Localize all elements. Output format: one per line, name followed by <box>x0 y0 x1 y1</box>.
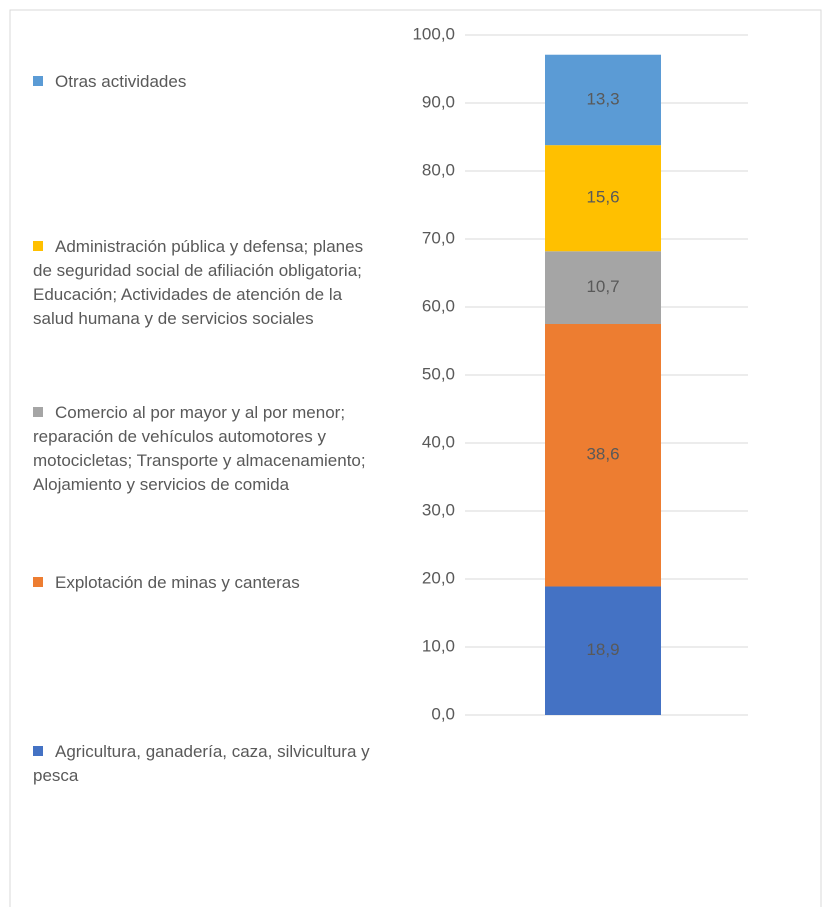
y-tick-label: 90,0 <box>422 92 455 111</box>
legend-item: Otras actividades <box>33 70 378 94</box>
y-tick-label: 50,0 <box>422 364 455 383</box>
legend-item: Agricultura, ganadería, caza, silvicultu… <box>33 740 378 788</box>
legend-item: Administración pública y defensa; planes… <box>33 235 378 331</box>
y-tick-label: 30,0 <box>422 500 455 519</box>
data-label: 10,7 <box>586 277 619 296</box>
bar-segment <box>545 54 661 146</box>
legend-label: Otras actividades <box>55 72 187 91</box>
data-label: 18,9 <box>586 640 619 659</box>
chart-border <box>9 9 822 907</box>
legend-label: Agricultura, ganadería, caza, silvicultu… <box>33 742 370 785</box>
y-tick-label: 100,0 <box>412 24 455 43</box>
data-label: 13,3 <box>586 89 619 108</box>
y-tick-label: 10,0 <box>422 636 455 655</box>
legend-swatch <box>33 241 43 251</box>
y-tick-label: 60,0 <box>422 296 455 315</box>
data-label: 15,6 <box>586 188 619 207</box>
legend-swatch <box>33 76 43 86</box>
bar-segment <box>545 586 661 715</box>
y-tick-label: 0,0 <box>431 704 455 723</box>
bar-segment <box>545 251 661 324</box>
legend-swatch <box>33 746 43 756</box>
data-label: 38,6 <box>586 445 619 464</box>
legend-label: Administración pública y defensa; planes… <box>33 237 364 328</box>
y-tick-label: 20,0 <box>422 568 455 587</box>
y-tick-label: 70,0 <box>422 228 455 247</box>
legend-item: Explotación de minas y canteras <box>33 571 378 595</box>
y-tick-label: 40,0 <box>422 432 455 451</box>
legend-label: Explotación de minas y canteras <box>55 573 300 592</box>
legend-item: Comercio al por mayor y al por menor; re… <box>33 401 378 497</box>
legend-swatch <box>33 407 43 417</box>
bar-segment <box>545 324 661 587</box>
bar-segment <box>545 145 661 252</box>
y-tick-label: 80,0 <box>422 160 455 179</box>
legend-label: Comercio al por mayor y al por menor; re… <box>33 403 366 494</box>
legend-swatch <box>33 577 43 587</box>
